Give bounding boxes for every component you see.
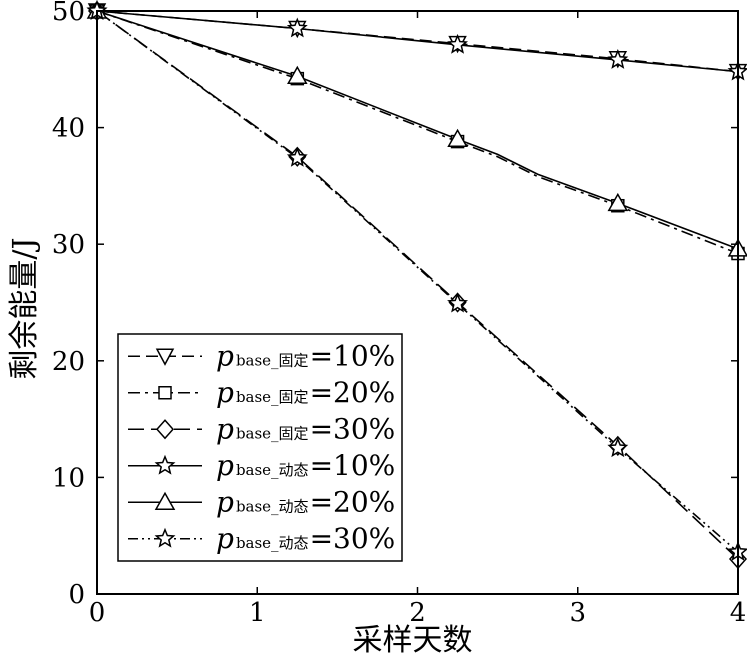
marker-triangle-up [287, 65, 308, 85]
legend-entry-3: p base_固定=30% [216, 412, 395, 445]
marker-star [607, 48, 629, 69]
legend-symbol: p [216, 522, 234, 555]
marker-diamond [155, 419, 175, 440]
legend-symbol: p [216, 485, 234, 518]
marker-star [154, 454, 176, 475]
marker-star [447, 33, 469, 54]
marker-triangle-down [155, 348, 175, 366]
marker-star [286, 146, 308, 167]
marker-triangle-up [607, 192, 629, 212]
x-tick-label: 4 [730, 598, 747, 628]
legend-symbol: p [216, 376, 234, 409]
y-tick-label: 30 [52, 230, 85, 260]
legend-value: =30% [310, 522, 396, 555]
legend-entry-5: p base_动态=20% [216, 485, 395, 518]
marker-triangle-up [154, 491, 176, 510]
legend-subscript: base_固定 [236, 351, 309, 369]
series-line-5 [96, 10, 739, 250]
y-axis-ticks: 0 10 20 30 40 50 [52, 0, 738, 610]
marker-star [447, 292, 469, 313]
x-tick-label: 3 [569, 598, 586, 628]
legend-value: =10% [310, 449, 396, 482]
legend-entry-4: p base_动态=10% [216, 449, 395, 482]
y-axis-title: 剩余能量/J [7, 237, 42, 379]
x-tick-label: 1 [249, 598, 266, 628]
legend-symbol: p [216, 449, 234, 482]
legend-subscript: base_动态 [236, 461, 309, 479]
y-tick-label: 10 [52, 463, 85, 493]
legend-symbol: p [216, 339, 234, 372]
marker-star [607, 437, 629, 458]
x-axis-title: 采样天数 [353, 623, 473, 656]
marker-star [286, 17, 308, 38]
legend: p base_固定=10%p base_固定=20%p base_固定=30%p bas… [117, 333, 403, 562]
legend-subscript: base_固定 [236, 388, 309, 406]
legend-subscript: base_动态 [236, 534, 309, 552]
legend-box [117, 333, 403, 562]
marker-triangle-up [447, 128, 468, 148]
series-line-6 [96, 10, 739, 553]
marker-square [158, 386, 172, 400]
legend-subscript: base_固定 [236, 424, 309, 442]
y-tick-label: 50 [52, 0, 85, 27]
legend-value: =20% [310, 485, 396, 518]
legend-entry-1: p base_固定=10% [216, 339, 395, 372]
legend-entry-6: p base_动态=30% [216, 522, 395, 555]
y-tick-label: 20 [52, 347, 85, 377]
legend-value: =10% [310, 339, 396, 372]
y-tick-label: 40 [52, 114, 85, 144]
legend-value: =20% [310, 376, 396, 409]
x-axis-ticks: 0 1 2 3 4 [89, 11, 747, 628]
series-line-2 [96, 10, 739, 255]
marker-star [154, 527, 176, 548]
legend-entry-2: p base_固定=20% [216, 376, 395, 409]
x-tick-label: 0 [89, 598, 106, 628]
legend-subscript: base_动态 [236, 497, 309, 515]
y-tick-label: 0 [68, 580, 85, 610]
legend-value: =30% [310, 412, 396, 445]
legend-symbol: p [216, 412, 234, 445]
series-line-4 [96, 10, 739, 73]
x-tick-label: 2 [409, 598, 426, 628]
